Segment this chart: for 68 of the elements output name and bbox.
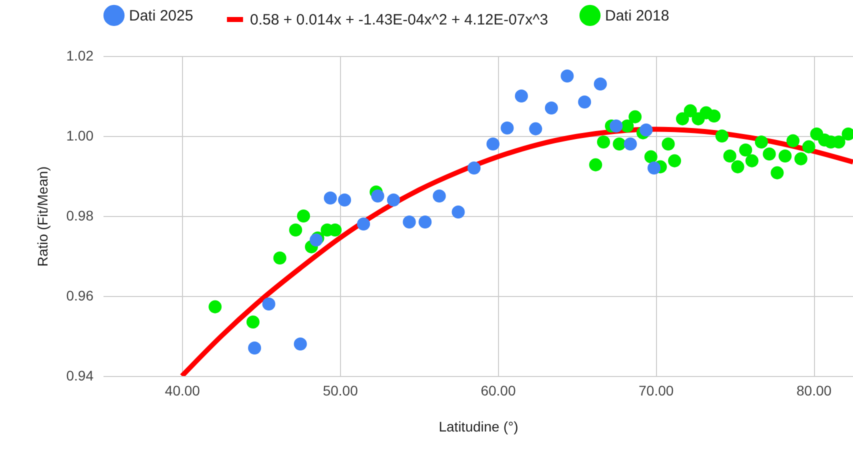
point	[745, 154, 758, 168]
point	[644, 150, 658, 164]
point	[387, 193, 400, 207]
point	[610, 119, 623, 133]
point	[418, 215, 432, 229]
point	[208, 300, 222, 314]
point	[289, 223, 302, 237]
x-tick-label: 80.00	[796, 382, 832, 398]
point	[262, 297, 276, 311]
point	[338, 193, 352, 207]
point	[715, 129, 728, 143]
point	[500, 121, 514, 135]
point	[452, 205, 465, 219]
y-axis-title: Ratio (Fit/Mean)	[34, 166, 50, 267]
y-tick-label: 1.02	[66, 48, 94, 64]
point	[432, 189, 446, 203]
legend-label: Dati 2025	[129, 7, 194, 24]
point	[486, 137, 500, 151]
point	[468, 161, 481, 175]
point	[731, 160, 744, 174]
point	[708, 109, 721, 123]
point	[402, 215, 416, 229]
x-axis-title: Latitudine (°)	[438, 418, 518, 434]
y-tick-label: 0.98	[66, 208, 94, 224]
x-tick-label: 50.00	[322, 382, 358, 398]
point	[762, 147, 776, 161]
point	[273, 251, 286, 265]
point	[294, 337, 307, 351]
point	[628, 110, 642, 124]
y-tick-label: 0.94	[66, 368, 94, 384]
point	[514, 89, 528, 103]
point	[668, 154, 682, 168]
point	[662, 137, 675, 151]
point	[786, 134, 800, 148]
point	[324, 191, 337, 205]
point	[620, 119, 634, 133]
point	[578, 95, 592, 109]
point	[248, 341, 262, 355]
x-tick-label: 40.00	[164, 382, 200, 398]
point	[246, 315, 260, 329]
y-tick-label: 1.00	[66, 128, 94, 144]
point	[754, 135, 768, 149]
point	[297, 209, 310, 223]
x-tick-label: 70.00	[638, 382, 674, 398]
point	[778, 149, 792, 163]
point	[723, 149, 736, 163]
point	[770, 166, 784, 180]
point	[802, 140, 816, 154]
point	[560, 69, 574, 83]
x-tick-label: 60.00	[480, 382, 516, 398]
point	[640, 123, 653, 137]
point	[371, 189, 384, 203]
point	[594, 77, 607, 91]
point	[589, 158, 602, 172]
point	[529, 122, 542, 136]
legend-label: Dati 2018	[605, 7, 670, 24]
point	[684, 104, 697, 118]
legend-label: 0.58 + 0.014x + -1.43E-04x^2 + 4.12E-07x^3	[250, 12, 548, 28]
point	[648, 161, 661, 175]
point	[794, 152, 808, 166]
y-tick-label: 0.96	[66, 288, 94, 304]
point	[612, 137, 626, 151]
point	[544, 101, 558, 115]
point	[357, 217, 370, 231]
point	[624, 137, 637, 151]
point	[739, 143, 752, 157]
point	[676, 112, 689, 126]
point	[597, 135, 610, 149]
